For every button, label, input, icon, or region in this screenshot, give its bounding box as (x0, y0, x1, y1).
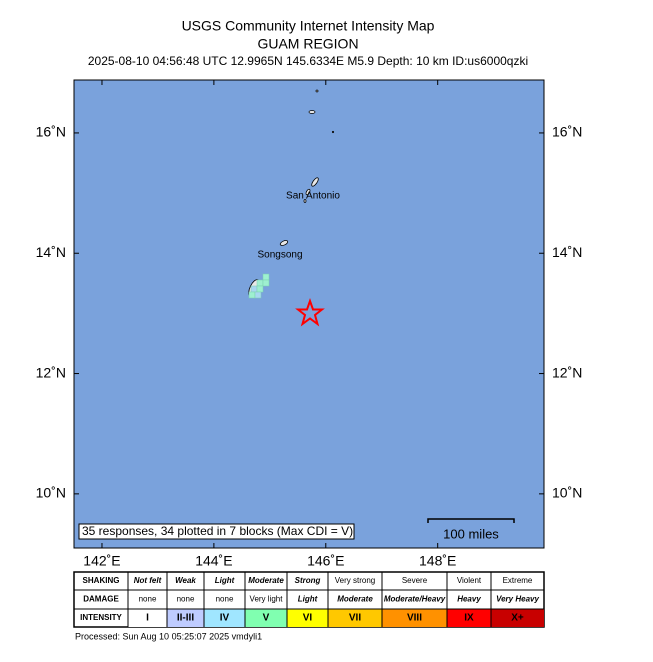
legend-cell-intensity: X+ (511, 613, 524, 624)
map-ocean (73, 79, 545, 549)
island (279, 240, 289, 246)
legend-row-label: DAMAGE (83, 595, 119, 604)
legend-cell-damage: Moderate (337, 595, 373, 604)
legend-cell-shaking: Not felt (134, 576, 162, 585)
lat-tick-label: 14˚N (552, 244, 582, 260)
legend-cell-intensity: IV (220, 613, 230, 624)
place-label: Songsong (257, 250, 302, 261)
epicenter-star (295, 297, 325, 327)
scale-label: 100 miles (443, 526, 499, 541)
legend-cell-intensity: I (146, 613, 149, 624)
legend-cell-shaking: Extreme (503, 576, 533, 585)
legend-cell-intensity: VIII (407, 613, 422, 624)
lon-tick-label: 146˚E (307, 553, 344, 569)
cdi-block (256, 285, 264, 293)
cdi-block (254, 291, 262, 299)
legend-cell-intensity: IX (464, 613, 474, 624)
legend-cell-damage: Very Heavy (496, 595, 539, 604)
legend-cell-damage: Moderate/Heavy (384, 595, 446, 604)
island (305, 188, 311, 196)
intensity-cell (128, 609, 167, 627)
lat-tick-label: 12˚N (552, 364, 582, 380)
intensity-cell (491, 609, 544, 627)
intensity-legend: SHAKING Not felt Weak Light Moderate Strong Ve… (73, 571, 545, 628)
island (311, 177, 319, 187)
lat-tick-label: 16˚N (552, 124, 582, 140)
title: USGS Community Internet Intensity Map (182, 18, 435, 34)
legend-cell-damage: Heavy (457, 595, 481, 604)
cdi-blocks (248, 273, 270, 299)
legend-cell-shaking: Light (215, 576, 235, 585)
intensity-cell (328, 609, 382, 627)
region: GUAM REGION (257, 36, 358, 52)
legend-cell-intensity: II-III (177, 613, 194, 624)
lat-tick-label: 16˚N (36, 124, 66, 140)
cdi-block (262, 279, 270, 287)
lon-tick-label: 148˚E (419, 553, 456, 569)
legend-cell-damage: Very light (250, 595, 284, 604)
legend-cell-shaking: Very strong (335, 576, 375, 585)
intensity-cell (447, 609, 491, 627)
intensity-cell (382, 609, 447, 627)
scale-bar (427, 518, 515, 523)
intensity-cell (245, 609, 287, 627)
island (331, 130, 335, 134)
event-details: 2025-08-10 04:56:48 UTC 12.9965N 145.633… (88, 54, 528, 68)
legend-cell-shaking: Moderate (248, 576, 284, 585)
cdi-block (248, 291, 256, 299)
lat-tick-label: 14˚N (36, 244, 66, 260)
place-label: San Antonio (286, 191, 340, 202)
cdi-block (250, 285, 258, 293)
intensity-cell (287, 609, 328, 627)
legend-cell-intensity: V (263, 613, 270, 624)
legend-cell-shaking: Violent (457, 576, 482, 585)
legend-row-label: SHAKING (83, 576, 120, 585)
lat-tick-label: 10˚N (36, 485, 66, 501)
lat-tick-label: 10˚N (552, 485, 582, 501)
legend-cell-damage: none (139, 595, 157, 604)
legend-cell-intensity: VI (303, 613, 313, 624)
lat-tick-label: 12˚N (36, 364, 66, 380)
island (315, 89, 319, 93)
legend-cell-damage: none (216, 595, 234, 604)
legend-cell-intensity: VII (349, 613, 361, 624)
intensity-cell (167, 609, 204, 627)
island (303, 199, 307, 203)
cdi-block (256, 279, 264, 287)
legend-cell-damage: none (177, 595, 195, 604)
footer: Processed: Sun Aug 10 05:25:07 2025 vmdy… (75, 631, 262, 641)
legend-row-label: INTENSITY (80, 613, 122, 622)
cdi-block (262, 273, 270, 281)
responses-box (78, 523, 355, 540)
legend-cell-shaking: Severe (402, 576, 428, 585)
intensity-cell (204, 609, 245, 627)
lon-tick-label: 144˚E (195, 553, 232, 569)
lon-tick-label: 142˚E (83, 553, 120, 569)
legend-cell-shaking: Strong (295, 576, 321, 585)
legend-cell-damage: Light (298, 595, 318, 604)
island (308, 110, 316, 114)
responses-note: 35 responses, 34 plotted in 7 blocks (Ma… (82, 524, 353, 538)
legend-cell-shaking: Weak (175, 576, 196, 585)
